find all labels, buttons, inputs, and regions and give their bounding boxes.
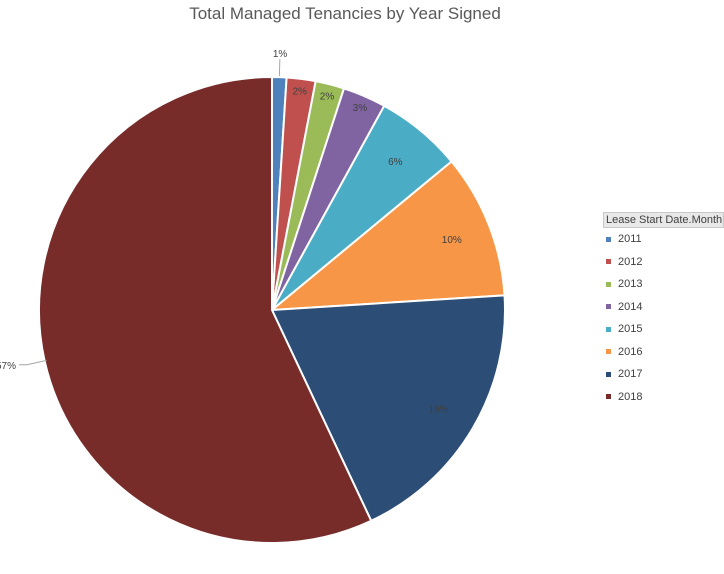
legend-item-2017[interactable]: 2017 xyxy=(603,363,724,386)
legend-item-2015[interactable]: 2015 xyxy=(603,318,724,341)
leader-line-2018 xyxy=(19,359,47,366)
data-label-2013: 2% xyxy=(320,92,335,103)
legend-swatch-2016 xyxy=(606,349,611,355)
legend-label-2016: 2016 xyxy=(618,345,643,358)
legend-swatch-2011 xyxy=(606,236,611,242)
legend-item-2014[interactable]: 2014 xyxy=(603,296,724,319)
legend-item-2013[interactable]: 2013 xyxy=(603,273,724,296)
data-label-2015: 6% xyxy=(388,157,403,168)
leader-line-2011 xyxy=(278,59,281,77)
data-label-2018: 57% xyxy=(0,361,16,372)
data-label-2011: 1% xyxy=(273,49,288,60)
data-label-2014: 3% xyxy=(353,103,368,114)
legend-item-2018[interactable]: 2018 xyxy=(603,386,724,409)
data-label-2012: 2% xyxy=(292,86,307,97)
legend-item-2011[interactable]: 2011 xyxy=(603,228,724,251)
legend-label-2018: 2018 xyxy=(618,390,643,403)
legend-swatch-2013 xyxy=(606,281,611,287)
legend-swatch-2015 xyxy=(606,326,611,332)
legend-item-2012[interactable]: 2012 xyxy=(603,251,724,274)
chart-title: Total Managed Tenancies by Year Signed xyxy=(189,4,501,23)
legend-label-2011: 2011 xyxy=(618,233,642,246)
legend-swatch-2012 xyxy=(606,259,611,265)
legend-item-2016[interactable]: 2016 xyxy=(603,341,724,364)
legend-label-2014: 2014 xyxy=(618,300,643,313)
legend-label-2017: 2017 xyxy=(618,368,643,381)
legend-label-2015: 2015 xyxy=(618,323,643,336)
data-label-2017: 19% xyxy=(428,404,448,415)
legend-title: Lease Start Date.Month xyxy=(603,212,724,228)
legend-swatch-2017 xyxy=(606,371,611,377)
pie-slice-2017[interactable] xyxy=(270,294,506,523)
data-label-2016: 10% xyxy=(442,235,462,246)
legend-swatch-2018 xyxy=(606,394,611,400)
pie-slice-2016[interactable] xyxy=(268,160,506,312)
legend: Lease Start Date.Month 2011 2012 2013 2014 2… xyxy=(603,212,724,408)
legend-label-2012: 2012 xyxy=(618,255,643,268)
legend-swatch-2014 xyxy=(606,304,611,310)
legend-label-2013: 2013 xyxy=(618,278,643,291)
